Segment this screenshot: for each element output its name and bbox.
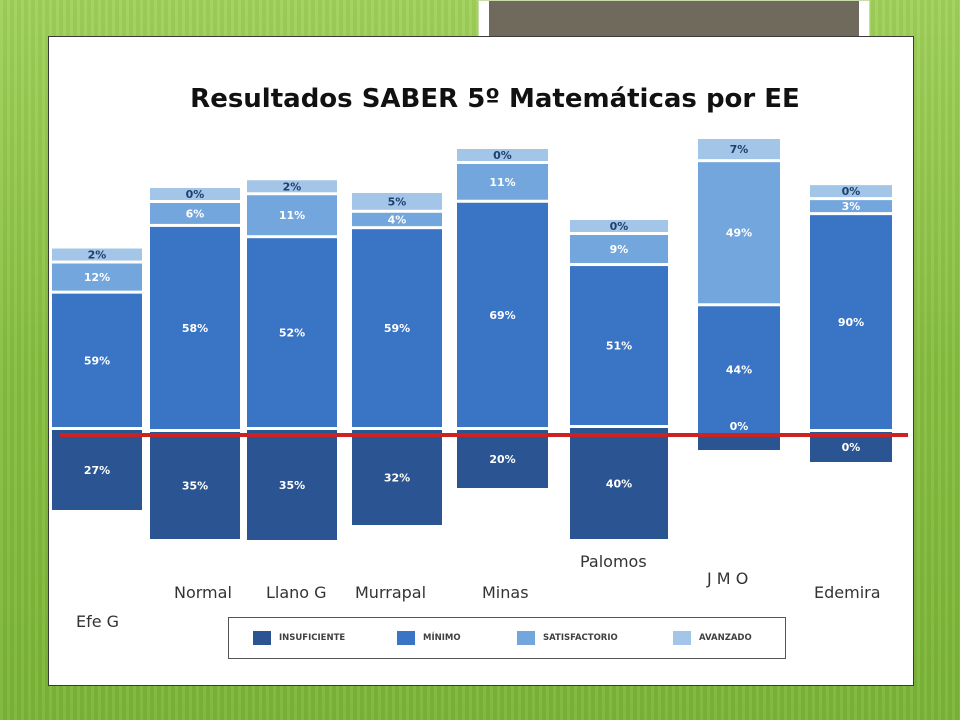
chart-legend: INSUFICIENTE MÍNIMO SATISFACTORIO AVANZA… <box>228 617 786 659</box>
data-label-j-m-o-extra: 0% <box>730 420 749 433</box>
data-label-efe-g-avanzado: 2% <box>88 249 107 262</box>
bar-normal-avanzado <box>150 188 240 200</box>
data-label-j-m-o-satisfactorio: 49% <box>726 227 752 240</box>
bar-normal-minimo <box>150 226 240 429</box>
data-label-normal-minimo: 58% <box>182 322 208 335</box>
legend-swatch-avanzado <box>673 631 691 645</box>
category-label-jmo: J M O <box>707 569 749 588</box>
data-label-efe-g-satisfactorio: 12% <box>84 271 110 284</box>
bar-efe-g-satisfactorio <box>52 263 142 291</box>
category-label-palomos: Palomos <box>580 552 647 571</box>
bar-llano-g-satisfactorio <box>247 195 337 236</box>
data-label-edemira-insuficiente: 0% <box>842 441 861 454</box>
legend-swatch-insuficiente <box>253 631 271 645</box>
legend-label-satisfactorio: SATISFACTORIO <box>543 633 618 643</box>
bar-j-m-o-avanzado <box>698 139 780 160</box>
bar-edemira-satisfactorio <box>810 200 892 213</box>
data-label-normal-insuficiente: 35% <box>182 480 208 493</box>
bar-normal-satisfactorio <box>150 203 240 224</box>
category-label-murrapal: Murrapal <box>355 583 427 602</box>
data-label-palomos-minimo: 51% <box>606 340 632 353</box>
data-label-murrapal-satisfactorio: 4% <box>388 213 407 226</box>
data-label-llano-g-avanzado: 2% <box>283 180 302 193</box>
data-label-murrapal-minimo: 59% <box>384 322 410 335</box>
bar-minas-insuficiente <box>457 430 548 488</box>
legend-swatch-satisfactorio <box>517 631 535 645</box>
bar-minas-avanzado <box>457 149 548 161</box>
data-label-efe-g-minimo: 59% <box>84 354 110 367</box>
data-label-edemira-avanzado: 0% <box>842 185 861 198</box>
bar-normal-insuficiente <box>150 432 240 539</box>
data-label-minas-satisfactorio: 11% <box>489 176 515 189</box>
bar-edemira-avanzado <box>810 185 892 198</box>
category-label-edemira: Edemira <box>814 583 881 602</box>
data-label-minas-minimo: 69% <box>489 309 515 322</box>
data-label-murrapal-avanzado: 5% <box>388 195 407 208</box>
category-label-minas: Minas <box>482 583 529 602</box>
category-label-efe-g: Efe G <box>76 612 120 631</box>
legend-item-minimo: MÍNIMO <box>397 630 461 646</box>
legend-item-satisfactorio: SATISFACTORIO <box>517 630 618 646</box>
bar-j-m-o-minimo <box>698 306 780 433</box>
legend-item-insuficiente: INSUFICIENTE <box>253 630 345 646</box>
bar-palomos-satisfactorio <box>570 235 668 264</box>
bar-murrapal-insuficiente <box>352 430 442 525</box>
bar-minas-satisfactorio <box>457 164 548 200</box>
bar-efe-g-minimo <box>52 293 142 427</box>
legend-swatch-minimo <box>397 631 415 645</box>
category-label-normal: Normal <box>174 583 232 602</box>
data-label-minas-avanzado: 0% <box>493 149 512 162</box>
bar-efe-g-avanzado <box>52 248 142 261</box>
data-label-llano-g-minimo: 52% <box>279 327 305 340</box>
bar-palomos-insuficiente <box>570 428 668 539</box>
data-label-j-m-o-minimo: 44% <box>726 364 752 377</box>
data-label-normal-satisfactorio: 6% <box>186 207 205 220</box>
legend-label-avanzado: AVANZADO <box>699 633 752 643</box>
data-label-palomos-insuficiente: 40% <box>606 478 632 491</box>
bar-palomos-minimo <box>570 266 668 425</box>
bar-j-m-o-insuficiente <box>698 436 780 450</box>
data-label-llano-g-insuficiente: 35% <box>279 479 305 492</box>
data-label-murrapal-insuficiente: 32% <box>384 472 410 485</box>
data-label-normal-avanzado: 0% <box>186 188 205 201</box>
bar-llano-g-minimo <box>247 238 337 427</box>
legend-label-insuficiente: INSUFICIENTE <box>279 633 346 643</box>
bar-llano-g-avanzado <box>247 180 337 193</box>
bar-llano-g-insuficiente <box>247 430 337 540</box>
bar-murrapal-minimo <box>352 229 442 427</box>
data-label-palomos-satisfactorio: 9% <box>610 243 629 256</box>
data-label-j-m-o-avanzado: 7% <box>730 143 749 156</box>
chart-title: Resultados SABER 5º Matemáticas por EE <box>190 84 800 114</box>
category-label-llano-g: Llano G <box>266 583 327 602</box>
data-label-efe-g-insuficiente: 27% <box>84 464 110 477</box>
data-label-edemira-satisfactorio: 3% <box>842 200 861 213</box>
data-label-llano-g-satisfactorio: 11% <box>279 209 305 222</box>
data-label-edemira-minimo: 90% <box>838 316 864 329</box>
bar-murrapal-avanzado <box>352 193 442 210</box>
bar-efe-g-insuficiente <box>52 430 142 510</box>
data-label-palomos-avanzado: 0% <box>610 220 629 233</box>
legend-item-avanzado: AVANZADO <box>673 630 752 646</box>
bar-palomos-avanzado <box>570 220 668 232</box>
bar-j-m-o-satisfactorio <box>698 162 780 304</box>
bar-edemira-minimo <box>810 215 892 429</box>
bar-murrapal-satisfactorio <box>352 212 442 227</box>
data-label-minas-insuficiente: 20% <box>489 453 515 466</box>
legend-label-minimo: MÍNIMO <box>423 633 461 643</box>
bar-minas-minimo <box>457 202 548 427</box>
